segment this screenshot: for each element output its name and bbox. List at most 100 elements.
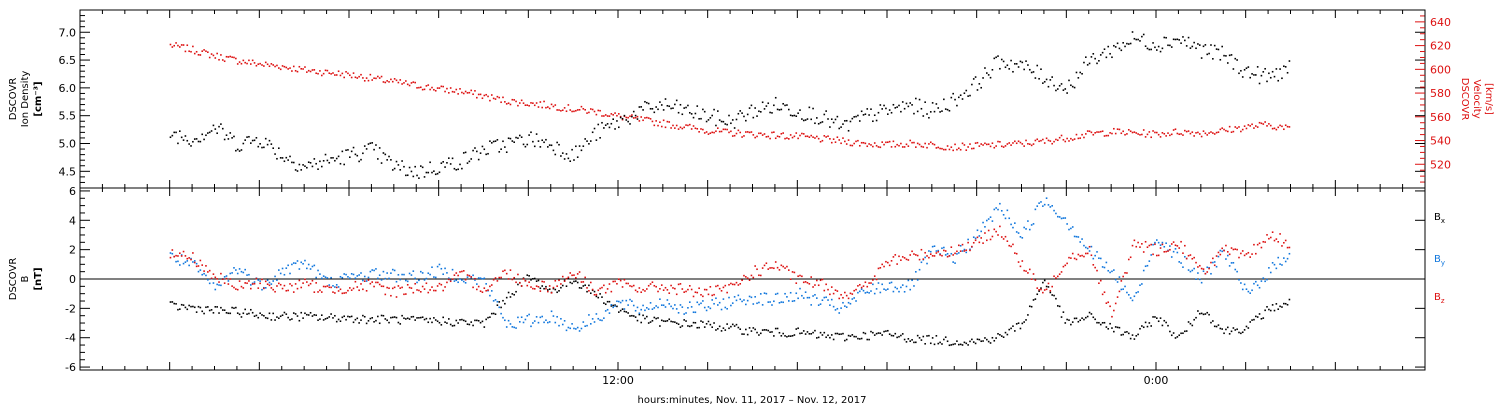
velocity-point xyxy=(1283,128,1285,131)
bz-point xyxy=(358,289,360,292)
by-point xyxy=(935,250,938,252)
velocity-point xyxy=(300,68,303,70)
bx-point xyxy=(838,333,841,336)
bz-point xyxy=(1184,244,1186,247)
bz-point xyxy=(845,294,848,297)
velocity-point xyxy=(330,73,332,75)
velocity-point xyxy=(1185,130,1188,133)
bz-point xyxy=(664,286,667,289)
velocity-point xyxy=(365,77,368,79)
bz-point xyxy=(240,285,243,288)
velocity-point xyxy=(268,65,271,68)
by-point xyxy=(199,269,202,271)
bx-point xyxy=(875,332,878,335)
bx-point xyxy=(761,329,764,331)
bx-point xyxy=(472,324,474,327)
bx-point xyxy=(552,287,555,290)
velocity-point xyxy=(619,115,622,118)
velocity-point xyxy=(354,76,357,79)
velocity-point xyxy=(320,74,323,77)
by-point xyxy=(1085,246,1087,249)
by-point xyxy=(1008,217,1011,220)
velocity-point xyxy=(401,83,403,85)
velocity-point xyxy=(946,145,949,147)
by-point xyxy=(1023,226,1025,229)
bx-point xyxy=(1198,312,1201,315)
velocity-point xyxy=(784,137,786,140)
velocity-point xyxy=(345,71,347,73)
bz-point xyxy=(1008,244,1011,247)
density-point xyxy=(190,145,192,147)
velocity-point xyxy=(442,85,445,88)
by-point xyxy=(905,285,908,288)
bz-point xyxy=(1283,241,1285,244)
bz-point xyxy=(801,275,803,278)
velocity-point xyxy=(1045,137,1048,140)
by-point xyxy=(558,324,560,327)
bz-point xyxy=(730,282,732,285)
bz-point xyxy=(591,288,594,291)
density-point xyxy=(373,148,375,151)
by-point xyxy=(595,313,598,315)
velocity-point xyxy=(980,143,983,145)
density-point xyxy=(758,110,760,113)
by-point xyxy=(1157,241,1160,244)
bx-point xyxy=(1180,332,1182,335)
bz-point xyxy=(513,276,515,279)
density-point xyxy=(461,167,463,170)
bz-point xyxy=(289,283,291,285)
density-point xyxy=(313,158,316,160)
density-point xyxy=(504,146,506,148)
bx-point xyxy=(261,314,263,316)
bz-point xyxy=(1114,302,1117,305)
velocity-point xyxy=(660,125,663,128)
by-point xyxy=(287,264,289,267)
density-point xyxy=(1197,43,1199,45)
bx-point xyxy=(468,323,471,326)
bx-point xyxy=(888,333,891,335)
density-point xyxy=(920,107,923,110)
velocity-point xyxy=(1215,131,1218,134)
density-point xyxy=(248,135,250,138)
velocity-point xyxy=(597,109,600,112)
bz-point xyxy=(575,277,577,279)
density-point xyxy=(844,120,846,122)
bz-point xyxy=(681,288,684,290)
by-point xyxy=(864,292,867,294)
bz-point xyxy=(879,266,882,269)
by-point xyxy=(440,267,443,270)
by-point xyxy=(276,279,278,281)
bz-point xyxy=(403,293,405,296)
bx-point xyxy=(976,338,979,341)
velocity-point xyxy=(711,131,714,134)
bx-point xyxy=(758,334,760,336)
by-point xyxy=(362,279,364,282)
velocity-point xyxy=(1066,137,1068,140)
bz-point xyxy=(326,285,329,287)
density-point xyxy=(195,138,198,140)
bz-point xyxy=(647,284,650,287)
bz-point xyxy=(965,249,968,251)
density-point xyxy=(1038,77,1040,80)
bz-point xyxy=(448,278,450,281)
bx-point xyxy=(840,333,842,335)
bx-point xyxy=(1049,291,1052,294)
by-point xyxy=(405,279,407,282)
density-point xyxy=(545,138,547,141)
velocity-point xyxy=(595,113,598,116)
density-point xyxy=(1182,36,1184,38)
bx-point xyxy=(937,342,940,345)
velocity-point xyxy=(227,56,230,58)
velocity-point xyxy=(1098,131,1100,133)
velocity-point xyxy=(1004,145,1007,147)
by-point xyxy=(1161,241,1164,244)
velocity-point xyxy=(758,132,760,135)
density-point xyxy=(851,117,854,120)
bx-point xyxy=(248,312,250,315)
bx-point xyxy=(1071,321,1074,323)
bz-point xyxy=(203,270,205,272)
bz-point xyxy=(1258,242,1261,245)
bz-point xyxy=(1187,254,1190,257)
velocity-point xyxy=(266,63,269,66)
bx-point xyxy=(1219,327,1222,330)
